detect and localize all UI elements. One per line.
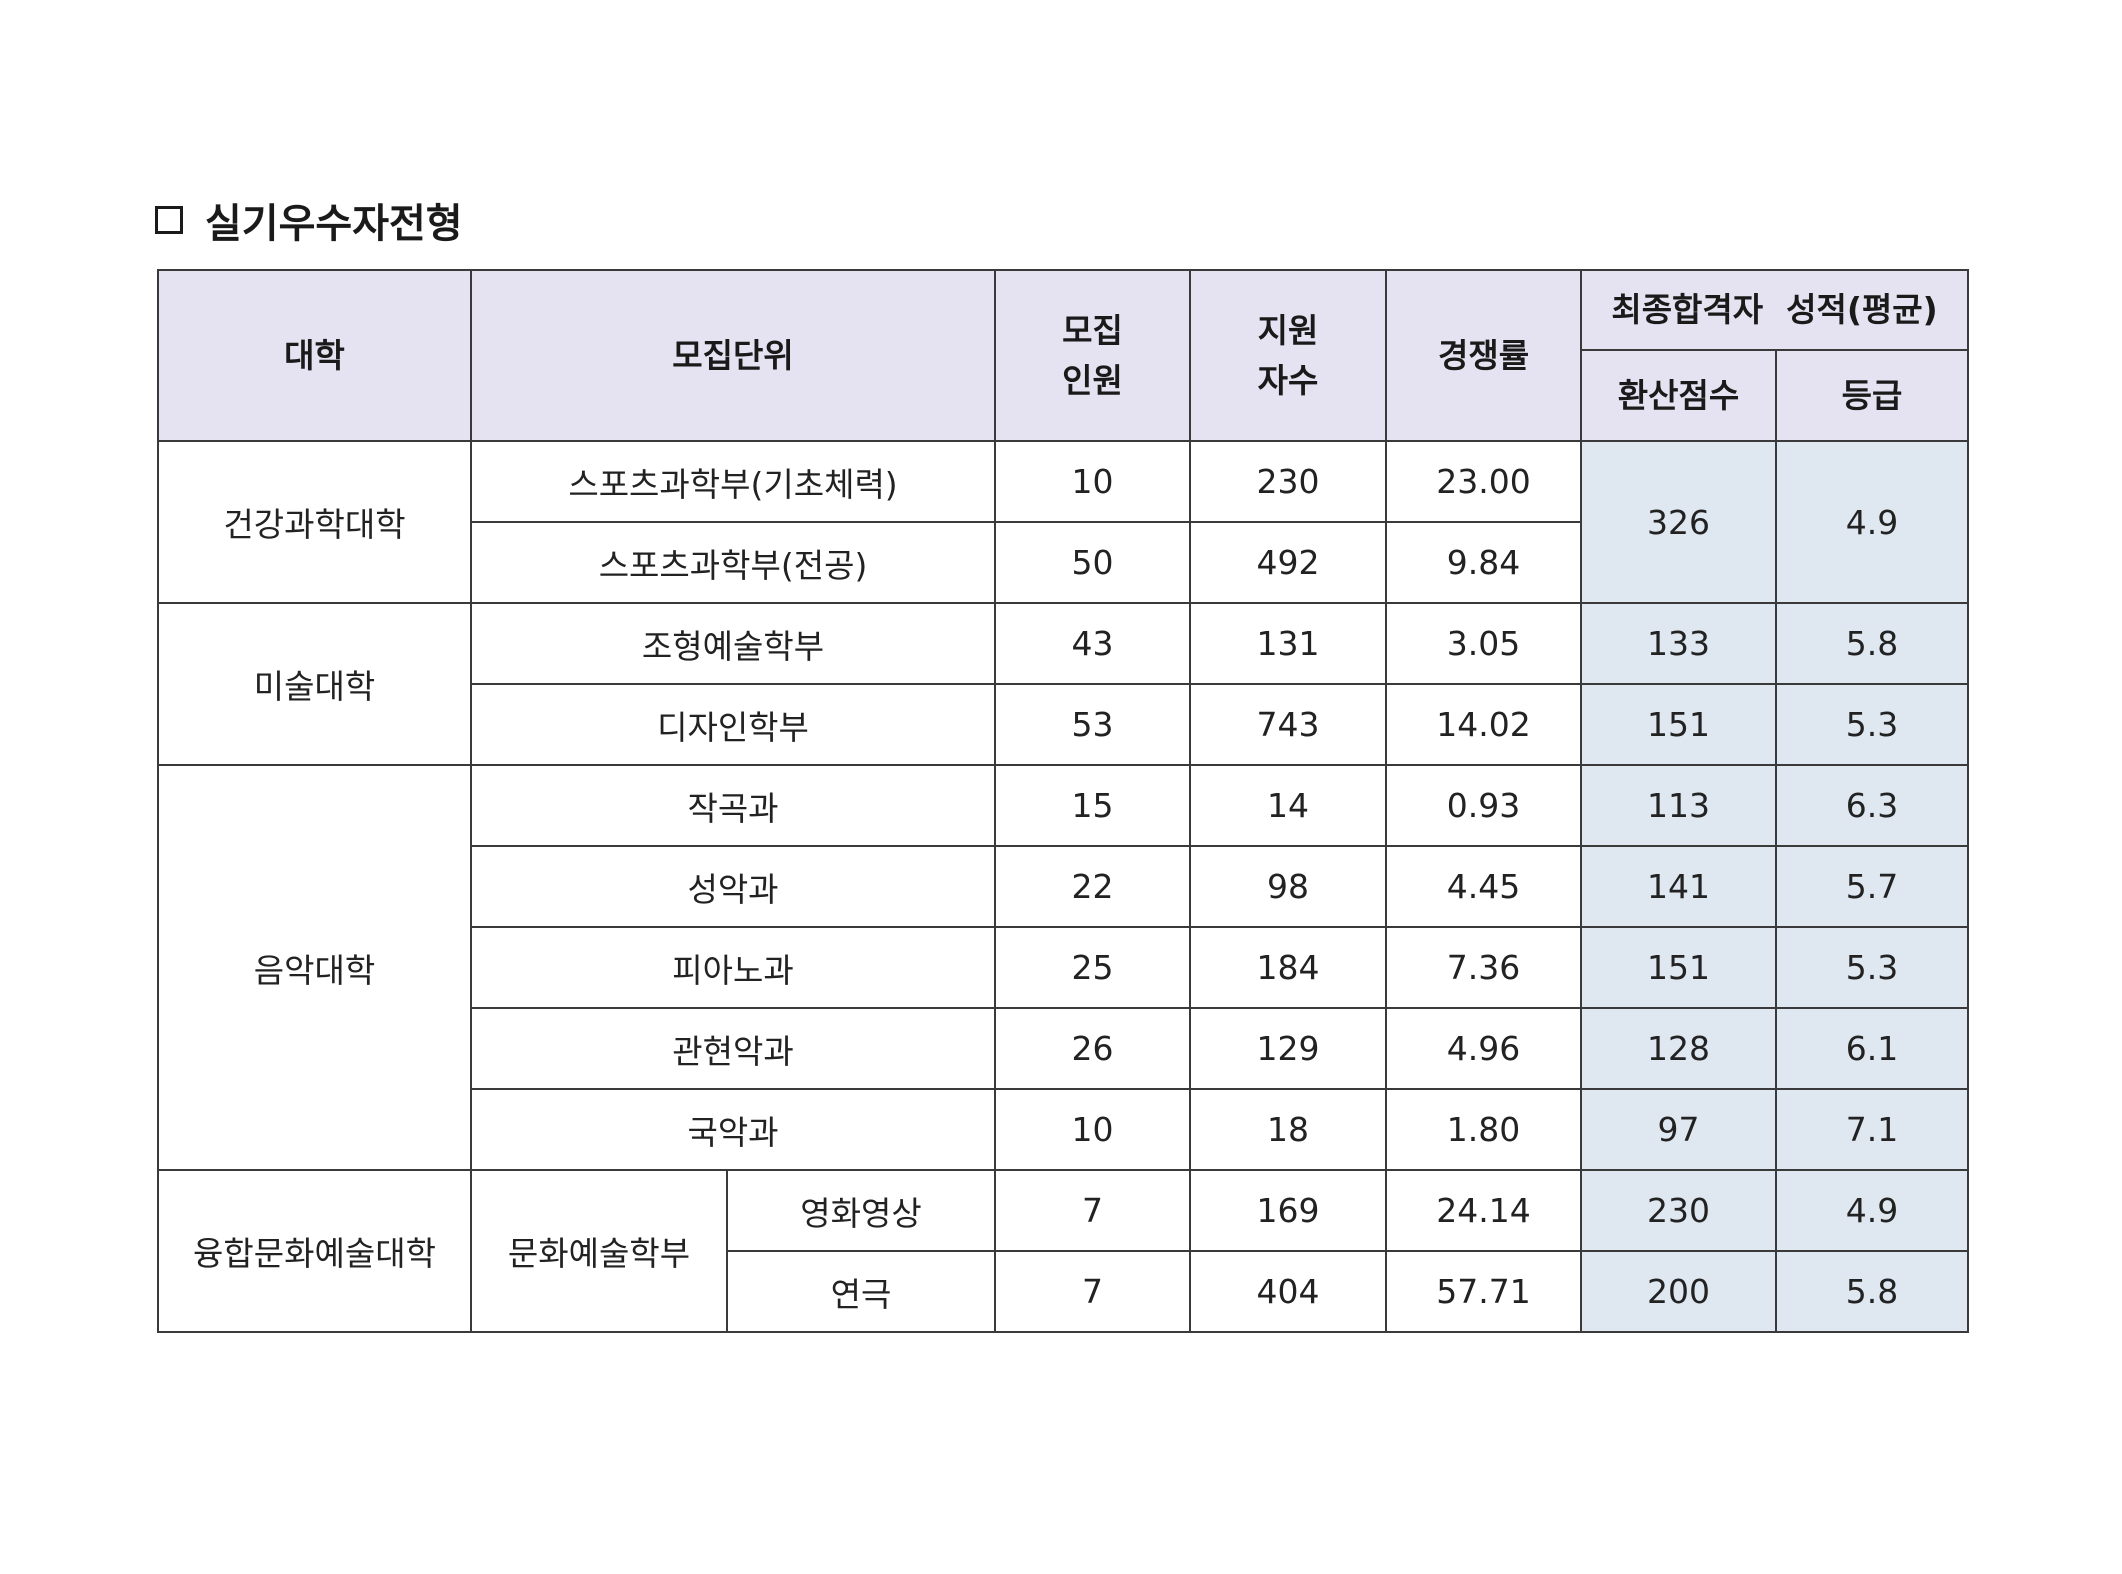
section-title-text: 실기우수자전형	[205, 201, 463, 247]
applicants-cell: 129	[1189, 1007, 1388, 1090]
applicants-cell: 184	[1189, 926, 1388, 1009]
rate-cell: 4.45	[1385, 845, 1583, 928]
department-cell: 문화예술학부	[470, 1169, 728, 1333]
unit-cell: 스포츠과학부(기초체력)	[469, 440, 997, 523]
quota-cell: 7	[994, 1169, 1192, 1252]
score-cell: 128	[1580, 1007, 1778, 1090]
table-row: 융합문화예술대학 문화예술학부 영화영상 7 169 24.14 230 4.9	[157, 1169, 1970, 1333]
header-quota-line2: 인원	[1062, 360, 1123, 400]
rate-cell: 23.00	[1385, 440, 1583, 523]
unit-cell: 관현악과	[469, 1007, 997, 1090]
grade-cell: 4.9	[1775, 440, 1970, 604]
unit-cell: 디자인학부	[469, 683, 997, 766]
admissions-results-table: 대학 모집단위 모집 인원 지원 자수 경쟁률 최종합격자 성적(평균) 환산점…	[157, 269, 1970, 1333]
applicants-cell: 404	[1189, 1250, 1388, 1333]
header-final-results: 최종합격자 성적(평균)	[1580, 269, 1970, 351]
header-applicants-line2: 자수	[1257, 360, 1319, 400]
score-cell: 113	[1580, 764, 1778, 847]
unit-cell: 작곡과	[469, 764, 997, 847]
header-score: 환산점수	[1580, 349, 1778, 442]
unit-cell: 영화영상	[725, 1169, 997, 1252]
table-row: 스포츠과학부(전공) 50 492 9.84	[158, 521, 1968, 604]
grade-cell: 5.8	[1775, 1250, 1970, 1333]
grade-cell: 5.8	[1775, 602, 1970, 685]
header-applicants: 지원 자수	[1189, 269, 1388, 442]
header-applicants-line1: 지원	[1257, 311, 1319, 350]
header-quota-line1: 모집	[1062, 311, 1123, 350]
header-quota: 모집 인원	[994, 269, 1192, 442]
grade-cell: 6.1	[1775, 1007, 1970, 1090]
table-row: 피아노과 25 184 7.36 151 5.3	[158, 926, 1970, 1009]
grade-cell: 4.9	[1775, 1169, 1970, 1252]
header-rate: 경쟁률	[1385, 269, 1583, 442]
applicants-cell: 98	[1189, 845, 1388, 928]
table-row: 건강과학대학 스포츠과학부(기초체력) 10 230 23.00 326 4.9	[157, 440, 1970, 604]
quota-cell: 50	[994, 521, 1192, 604]
table-row: 디자인학부 53 743 14.02 151 5.3	[158, 683, 1970, 766]
unit-cell: 성악과	[469, 845, 997, 928]
rate-cell: 24.14	[1385, 1169, 1583, 1252]
applicants-cell: 230	[1189, 440, 1388, 523]
score-cell: 133	[1580, 602, 1778, 685]
rate-cell: 9.84	[1385, 521, 1583, 604]
applicants-cell: 169	[1189, 1169, 1388, 1252]
applicants-cell: 131	[1189, 602, 1388, 685]
table-row: 연극 7 404 57.71 200 5.8	[158, 1250, 1970, 1333]
quota-cell: 10	[994, 440, 1192, 523]
rate-cell: 1.80	[1385, 1088, 1583, 1171]
quota-cell: 53	[994, 683, 1192, 766]
college-cell: 건강과학대학	[157, 440, 472, 604]
college-cell: 융합문화예술대학	[157, 1169, 472, 1333]
score-cell: 141	[1580, 845, 1778, 928]
header-grade: 등급	[1775, 349, 1970, 442]
rate-cell: 7.36	[1385, 926, 1583, 1009]
quota-cell: 7	[994, 1250, 1192, 1333]
college-cell: 미술대학	[157, 602, 472, 766]
score-cell: 326	[1580, 440, 1778, 604]
table-row: 성악과 22 98 4.45 141 5.7	[158, 845, 1970, 928]
section-title: 실기우수자전형	[155, 190, 463, 250]
header-unit: 모집단위	[469, 269, 997, 442]
quota-cell: 10	[994, 1088, 1192, 1171]
header-college: 대학	[157, 269, 472, 442]
grade-cell: 5.3	[1775, 683, 1970, 766]
rate-cell: 0.93	[1385, 764, 1583, 847]
score-cell: 151	[1580, 683, 1778, 766]
quota-cell: 22	[994, 845, 1192, 928]
unit-cell: 국악과	[469, 1088, 997, 1171]
applicants-cell: 492	[1189, 521, 1388, 604]
unit-cell: 조형예술학부	[469, 602, 997, 685]
unit-cell: 스포츠과학부(전공)	[469, 521, 997, 604]
quota-cell: 15	[994, 764, 1192, 847]
grade-cell: 5.3	[1775, 926, 1970, 1009]
rate-cell: 3.05	[1385, 602, 1583, 685]
score-cell: 151	[1580, 926, 1778, 1009]
college-cell: 음악대학	[157, 764, 472, 1171]
score-cell: 200	[1580, 1250, 1778, 1333]
applicants-cell: 18	[1189, 1088, 1388, 1171]
quota-cell: 26	[994, 1007, 1192, 1090]
checkbox-empty-icon	[155, 206, 183, 234]
table-row: 음악대학 작곡과 15 14 0.93 113 6.3	[157, 764, 1970, 1171]
rate-cell: 57.71	[1385, 1250, 1583, 1333]
grade-cell: 6.3	[1775, 764, 1970, 847]
rate-cell: 14.02	[1385, 683, 1583, 766]
applicants-cell: 14	[1189, 764, 1388, 847]
table-row: 미술대학 조형예술학부 43 131 3.05 133 5.8	[157, 602, 1970, 766]
grade-cell: 5.7	[1775, 845, 1970, 928]
unit-cell: 피아노과	[469, 926, 997, 1009]
unit-cell: 연극	[725, 1250, 997, 1333]
score-cell: 230	[1580, 1169, 1778, 1252]
quota-cell: 25	[994, 926, 1192, 1009]
grade-cell: 7.1	[1775, 1088, 1970, 1171]
score-cell: 97	[1580, 1088, 1778, 1171]
applicants-cell: 743	[1189, 683, 1388, 766]
table-row: 국악과 10 18 1.80 97 7.1	[158, 1088, 1970, 1171]
table-row: 관현악과 26 129 4.96 128 6.1	[158, 1007, 1970, 1090]
quota-cell: 43	[994, 602, 1192, 685]
rate-cell: 4.96	[1385, 1007, 1583, 1090]
